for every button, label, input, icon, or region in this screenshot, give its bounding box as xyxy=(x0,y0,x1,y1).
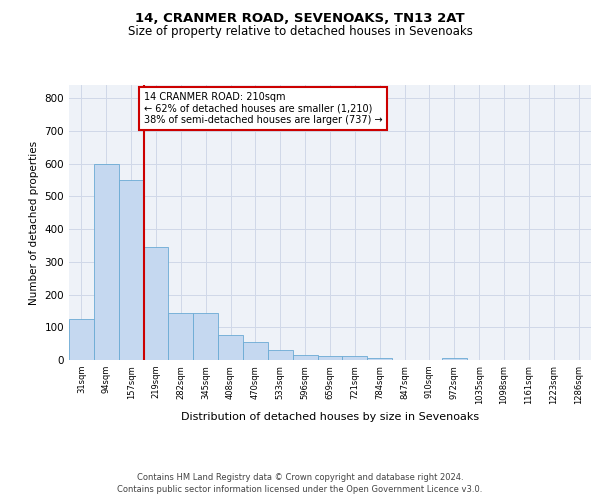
Text: Contains public sector information licensed under the Open Government Licence v3: Contains public sector information licen… xyxy=(118,485,482,494)
Bar xyxy=(119,180,143,360)
Bar xyxy=(69,319,94,360)
Bar xyxy=(317,356,343,360)
Bar xyxy=(243,342,268,360)
Bar xyxy=(94,164,119,360)
X-axis label: Distribution of detached houses by size in Sevenoaks: Distribution of detached houses by size … xyxy=(181,412,479,422)
Bar xyxy=(442,358,467,360)
Bar xyxy=(193,312,218,360)
Bar xyxy=(143,247,169,360)
Bar xyxy=(218,336,243,360)
Text: Size of property relative to detached houses in Sevenoaks: Size of property relative to detached ho… xyxy=(128,25,472,38)
Bar xyxy=(293,355,317,360)
Text: 14 CRANMER ROAD: 210sqm
← 62% of detached houses are smaller (1,210)
38% of semi: 14 CRANMER ROAD: 210sqm ← 62% of detache… xyxy=(143,92,382,124)
Bar xyxy=(169,312,193,360)
Text: Contains HM Land Registry data © Crown copyright and database right 2024.: Contains HM Land Registry data © Crown c… xyxy=(137,472,463,482)
Text: 14, CRANMER ROAD, SEVENOAKS, TN13 2AT: 14, CRANMER ROAD, SEVENOAKS, TN13 2AT xyxy=(135,12,465,26)
Y-axis label: Number of detached properties: Number of detached properties xyxy=(29,140,39,304)
Bar xyxy=(343,356,367,360)
Bar xyxy=(367,358,392,360)
Bar xyxy=(268,350,293,360)
